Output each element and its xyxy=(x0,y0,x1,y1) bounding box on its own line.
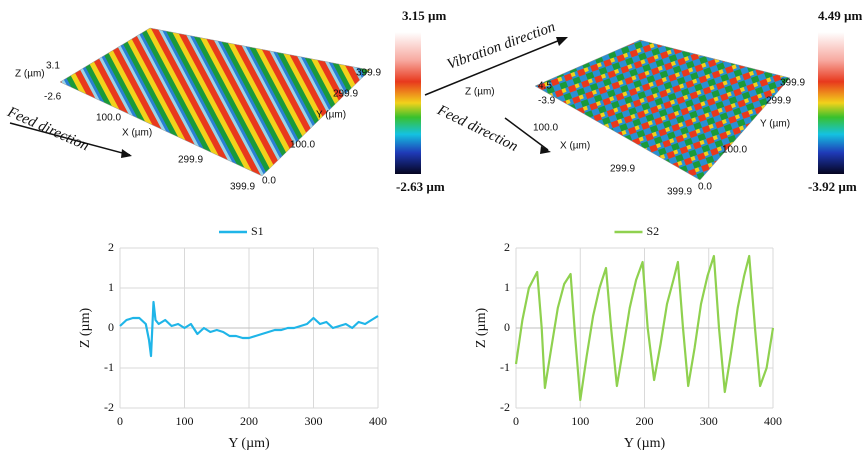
axis-label: 399.9 xyxy=(356,68,381,79)
arrowhead xyxy=(556,37,568,46)
y-tick-label: 2 xyxy=(504,240,510,254)
axis-label: 4.5 xyxy=(538,81,552,92)
axis-label: X (µm) xyxy=(560,141,590,152)
axis-label: 3.1 xyxy=(46,61,60,72)
axis-label: X (µm) xyxy=(122,128,152,139)
x-tick-label: 400 xyxy=(369,414,387,428)
legend-label: S1 xyxy=(251,224,264,238)
color-bar xyxy=(395,32,421,174)
scale-max: 4.49 µm xyxy=(818,8,862,23)
feed-label: Feed direction xyxy=(434,102,520,155)
x-tick-label: 0 xyxy=(117,414,123,428)
axis-label: 299.9 xyxy=(610,164,635,175)
arrow xyxy=(424,37,566,96)
x-tick-label: 300 xyxy=(700,414,718,428)
axis-label: 299.9 xyxy=(178,155,203,166)
line-series xyxy=(119,300,379,358)
axis-label: 299.9 xyxy=(333,89,358,100)
y-tick-label: 0 xyxy=(504,320,510,334)
legend-label: S2 xyxy=(647,224,660,238)
color-bar xyxy=(818,32,844,174)
surface-panel: 4.49 µm -3.92 µm Vibration direction Fee… xyxy=(424,8,862,198)
x-axis-label: Y (µm) xyxy=(228,436,270,451)
x-tick-label: 200 xyxy=(636,414,654,428)
y-tick-label: -2 xyxy=(104,400,114,414)
y-axis-label: Z (µm) xyxy=(474,308,489,349)
arrow xyxy=(9,122,131,156)
x-axis-label: Y (µm) xyxy=(624,436,666,451)
line-series xyxy=(514,254,775,402)
axis-label: 399.9 xyxy=(230,182,255,193)
surface-panel: 3.15 µm -2.63 µm Feed direction Z (µm) 3… xyxy=(4,8,446,194)
y-tick-label: 1 xyxy=(108,280,114,294)
scale-min: -3.92 µm xyxy=(808,179,857,194)
scale-min: -2.63 µm xyxy=(396,179,445,194)
axis-label: Z (µm) xyxy=(465,87,495,98)
x-tick-label: 0 xyxy=(513,414,519,428)
y-tick-label: -1 xyxy=(500,360,510,374)
x-tick-label: 200 xyxy=(240,414,258,428)
y-tick-label: -1 xyxy=(104,360,114,374)
axis-label: 100.0 xyxy=(533,123,558,134)
axis-label: -2.6 xyxy=(44,92,62,103)
y-axis-label: Z (µm) xyxy=(78,308,93,349)
axis-label: -3.9 xyxy=(538,96,556,107)
y-tick-label: -2 xyxy=(500,400,510,414)
vibration-label: Vibration direction xyxy=(445,19,557,73)
axis-label: 100.0 xyxy=(96,113,121,124)
scale-max: 3.15 µm xyxy=(402,8,446,23)
axis-label: 100.0 xyxy=(290,140,315,151)
axis-label: 399.9 xyxy=(667,187,692,198)
y-tick-label: 0 xyxy=(108,320,114,334)
arrowhead xyxy=(121,149,132,158)
x-tick-label: 100 xyxy=(571,414,589,428)
y-tick-label: 1 xyxy=(504,280,510,294)
x-tick-label: 300 xyxy=(305,414,323,428)
axis-label: 100.0 xyxy=(722,145,747,156)
axis-label: 0.0 xyxy=(698,182,712,193)
feed-label: Feed direction xyxy=(4,104,91,155)
arrow xyxy=(504,117,549,151)
x-tick-label: 100 xyxy=(176,414,194,428)
y-tick-label: 2 xyxy=(108,240,114,254)
axis-label: Y (µm) xyxy=(760,119,790,130)
axis-label: 299.9 xyxy=(766,96,791,107)
axis-label: Y (µm) xyxy=(316,110,346,121)
axis-label: 0.0 xyxy=(262,176,276,187)
arrowhead xyxy=(540,146,551,154)
axis-label: 399.9 xyxy=(780,78,805,89)
surface-image xyxy=(59,27,371,177)
surface-image xyxy=(534,39,791,181)
x-tick-label: 400 xyxy=(764,414,782,428)
axis-label: Z (µm) xyxy=(15,69,45,80)
